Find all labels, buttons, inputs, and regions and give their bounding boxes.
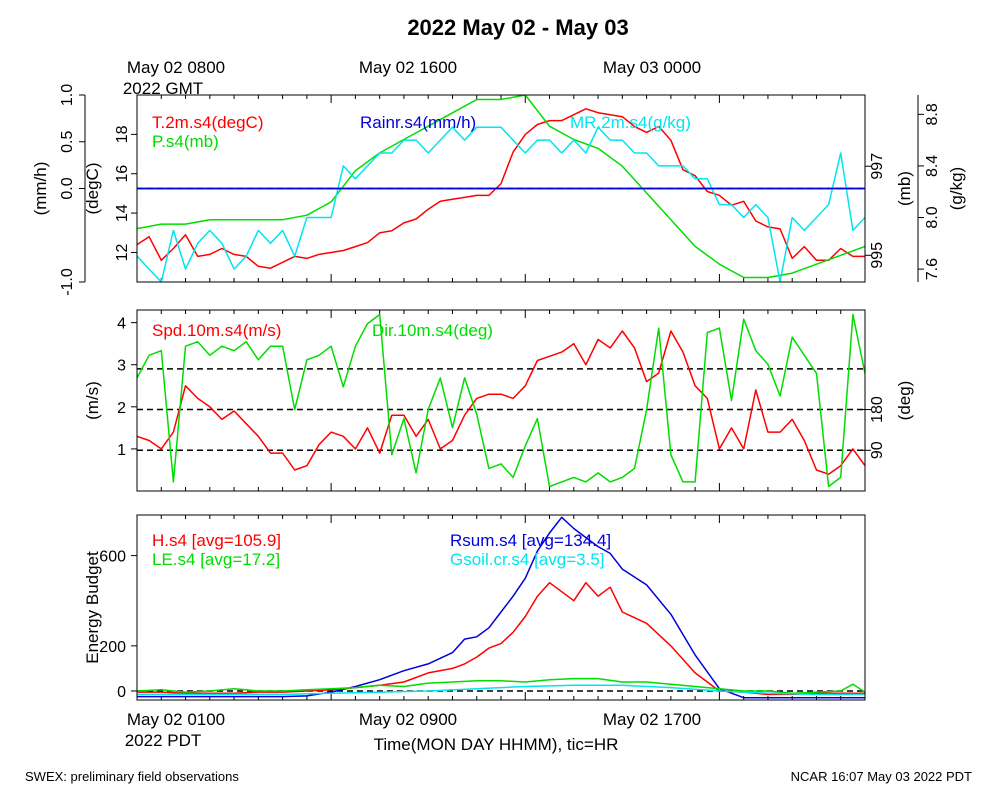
y-tick-label: 8.8 (924, 103, 941, 125)
y-tick-label: 997 (869, 153, 886, 180)
y-tick-label: 8.0 (924, 206, 941, 228)
y-tick-label: 600 (99, 549, 126, 566)
y-tick-label: 7.6 (924, 258, 941, 280)
legend-entry: H.s4 [avg=105.9] (152, 531, 281, 550)
footer-left: SWEX: preliminary field observations (25, 769, 239, 784)
series-group (137, 516, 865, 699)
footer-right: NCAR 16:07 May 03 2022 PDT (791, 769, 972, 784)
series-line-Dir.10m.s4(deg) (137, 313, 865, 488)
series-group (137, 95, 865, 282)
plot-frame (136, 309, 866, 492)
panel-wind: 1 2 3 4 (m/s) 90 180 (deg) Spd.10m.s4(m/s) Dir.10… (83, 309, 914, 492)
series-line-Spd.10m.s4(m/s) (137, 330, 865, 475)
y-axis-label: (degC) (83, 163, 102, 215)
series-line-Gsoil.cr.s4 [avg=3.5] (137, 684, 865, 696)
legend-entry: Dir.10m.s4(deg) (372, 321, 493, 340)
series-line-LE.s4 [avg=17.2] (137, 677, 865, 694)
legend-entry: Rainr.s4(mm/h) (360, 113, 476, 132)
series-line-P.s4(mb) (137, 95, 865, 279)
y-axis-label: (mb) (895, 171, 914, 206)
time-label: May 02 1600 (359, 58, 457, 77)
y-tick-label: 1.0 (59, 84, 76, 106)
legend-entry: Rsum.s4 [avg=134.4] (450, 531, 611, 550)
legend-entry: P.s4(mb) (152, 132, 219, 151)
top-time-labels: May 02 0800 2022 GMT May 02 1600 May 03 000… (123, 58, 701, 98)
y-tick-label: -1.0 (59, 268, 76, 296)
time-label-sub: 2022 GMT (123, 79, 203, 98)
x-axis-label: Time(MON DAY HHMM), tic=HR (374, 735, 619, 754)
y-axis-label: (deg) (895, 381, 914, 421)
time-label: May 02 0800 (127, 58, 225, 77)
series-line-H.s4 [avg=105.9] (137, 581, 865, 696)
y-tick-label: 8.4 (924, 155, 941, 177)
y-axis-label: (mm/h) (31, 162, 50, 216)
legend-entry: T.2m.s4(degC) (152, 113, 263, 132)
series-line-MR.2m.s4(g/kg) (137, 126, 865, 282)
y-axis-label: (g/kg) (947, 167, 966, 210)
plot-frame (136, 94, 866, 283)
y-tick-label: 12 (114, 243, 131, 261)
time-label: May 02 1700 (603, 710, 701, 729)
y-tick-label: 16 (114, 165, 131, 183)
plot-frame (136, 514, 866, 701)
y-tick-label: 18 (114, 125, 131, 143)
time-label-sub: 2022 PDT (125, 731, 202, 750)
panel-temperature-pressure: -1.0 0.0 0.5 1.0 (mm/h) 12 14 16 18 (degC) 995 997 (… (31, 84, 966, 296)
series-group (137, 313, 865, 488)
y-tick-label: 2 (117, 400, 126, 417)
legend-entry: MR.2m.s4(g/kg) (570, 113, 691, 132)
series-line-T.2m.s4(degC) (137, 108, 865, 269)
time-label: May 03 0000 (603, 58, 701, 77)
y-tick-label: 4 (117, 316, 126, 333)
y-tick-label: 995 (869, 242, 886, 269)
time-label: May 02 0100 (127, 710, 225, 729)
y-tick-label: 0 (117, 684, 126, 701)
y-tick-label: 200 (99, 639, 126, 656)
y-axis-label: Energy Budget (83, 551, 102, 664)
chart-title: 2022 May 02 - May 03 (407, 15, 628, 40)
y-tick-label: 180 (869, 396, 886, 423)
legend-entry: Spd.10m.s4(m/s) (152, 321, 281, 340)
y-tick-label: 1 (117, 442, 126, 459)
y-tick-label: 0.0 (59, 177, 76, 199)
y-tick-label: 0.5 (59, 131, 76, 153)
y-axis-label: (m/s) (83, 381, 102, 420)
y-tick-label: 14 (114, 204, 131, 222)
time-label: May 02 0900 (359, 710, 457, 729)
y-tick-label: 90 (869, 441, 886, 459)
legend-entry: LE.s4 [avg=17.2] (152, 550, 280, 569)
y-tick-label: 3 (117, 358, 126, 375)
legend-entry: Gsoil.cr.s4 [avg=3.5] (450, 550, 605, 569)
bottom-time-labels: May 02 0100 2022 PDT May 02 0900 May 02 170… (125, 710, 701, 750)
series-line-Rsum.s4 [avg=134.4] (137, 516, 865, 699)
